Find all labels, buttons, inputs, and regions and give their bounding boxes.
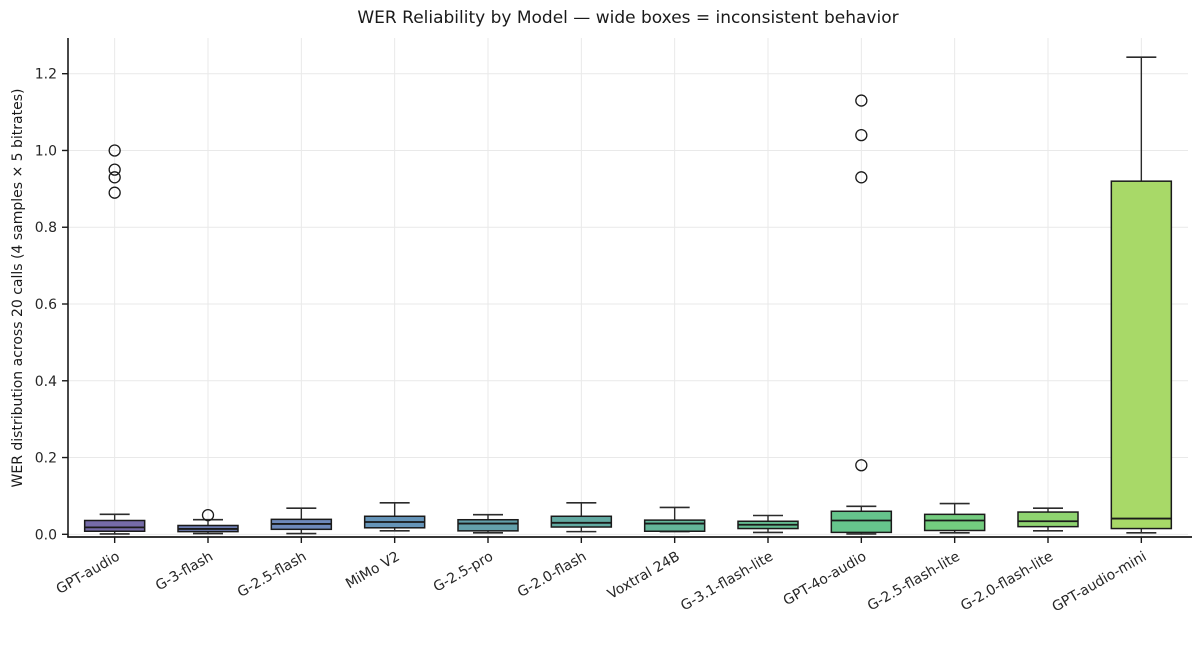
y-tick-label: 0.6	[35, 297, 57, 313]
x-tick-label: GPT-4o-audio	[781, 549, 870, 609]
outlier-point	[855, 94, 868, 107]
y-tick-label: 1.2	[35, 67, 57, 83]
y-axis-label: WER distribution across 20 calls (4 samp…	[10, 88, 26, 488]
x-tick-label: G-2.0-flash	[515, 549, 589, 601]
x-tick-label: GPT-audio-mini	[1050, 549, 1150, 616]
box-Voxtral 24B	[643, 519, 706, 532]
outlier-point	[855, 459, 868, 472]
outlier-point	[108, 163, 121, 176]
y-tick-label: 1.0	[35, 143, 57, 159]
box-G-2.0-flash-lite	[1017, 511, 1079, 528]
x-tick-label: MiMo V2	[343, 549, 403, 593]
outlier-point	[108, 171, 121, 184]
outlier-point	[855, 128, 868, 142]
x-tick-label: Voxtral 24B	[605, 549, 683, 603]
x-tick-label: G-3.1-flash-lite	[678, 549, 776, 615]
box-GPT-audio-mini	[1110, 180, 1173, 530]
x-tick-label: G-2.5-pro	[431, 549, 496, 596]
outlier-point	[108, 144, 121, 157]
box-G-2.5-pro	[457, 518, 519, 532]
y-tick-label: 0.2	[35, 451, 57, 467]
x-tick-label: G-2.0-flash-lite	[958, 549, 1056, 615]
box-GPT-audio	[83, 519, 146, 532]
y-tick-label: 0.0	[35, 527, 57, 543]
x-tick-label: GPT-audio	[54, 549, 123, 598]
outlier-point	[201, 508, 215, 522]
x-tick-label: G-2.5-flash-lite	[865, 549, 963, 615]
y-tick-label: 0.8	[35, 220, 57, 236]
x-tick-label: G-2.5-flash	[235, 549, 309, 601]
box-GPT-4o-audio	[830, 510, 893, 534]
box-G-2.5-flash-lite	[923, 513, 986, 532]
outlier-point	[855, 171, 868, 184]
box-G-2.0-flash	[550, 515, 613, 528]
outlier-point	[108, 186, 121, 199]
x-tick-label: G-3-flash	[153, 549, 216, 595]
chart-title: WER Reliability by Model — wide boxes = …	[357, 8, 899, 28]
y-tick-label: 0.4	[35, 374, 57, 390]
